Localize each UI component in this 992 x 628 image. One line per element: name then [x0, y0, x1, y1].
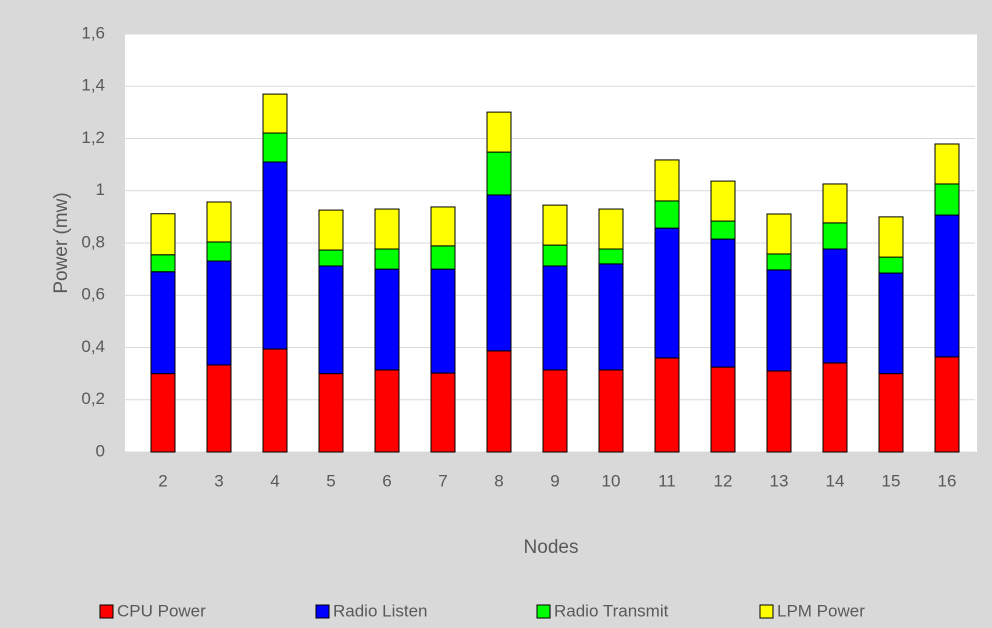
legend-swatch: [759, 604, 774, 619]
y-tick-label: 0: [96, 441, 105, 460]
bar-segment: [430, 372, 456, 453]
x-tick-label: 3: [214, 471, 223, 490]
bar-segment: [430, 268, 456, 374]
bar-segment: [934, 183, 960, 216]
bar-segment: [542, 244, 568, 267]
bar-segment: [374, 369, 400, 453]
y-tick-label: 0,4: [81, 337, 105, 356]
bar-segment: [150, 254, 176, 273]
bar-segment: [822, 248, 848, 364]
bar-segment: [486, 151, 512, 196]
bar-segment: [486, 350, 512, 453]
bar-segment: [934, 143, 960, 185]
bar-segment: [654, 159, 680, 202]
y-tick-label: 0,8: [81, 232, 105, 251]
legend-label: LPM Power: [777, 601, 865, 620]
bar-segment: [654, 200, 680, 229]
legend-label: CPU Power: [117, 601, 206, 620]
bar-segment: [710, 180, 736, 222]
bar-segment: [262, 348, 288, 453]
legend-label: Radio Transmit: [554, 601, 669, 620]
bar-segment: [878, 216, 904, 258]
bar-segment: [318, 249, 344, 267]
x-tick-label: 5: [326, 471, 335, 490]
x-tick-label: 15: [882, 471, 901, 490]
x-tick-label: 9: [550, 471, 559, 490]
x-tick-label: 2: [158, 471, 167, 490]
bar-segment: [598, 369, 624, 453]
bar-segment: [654, 227, 680, 359]
x-tick-label: 12: [714, 471, 733, 490]
bar-segment: [206, 241, 232, 262]
bar-segment: [710, 238, 736, 368]
bar-segment: [318, 265, 344, 375]
bar-segment: [878, 256, 904, 274]
bar-segment: [262, 161, 288, 350]
bar-segment: [878, 272, 904, 375]
x-tick-label: 14: [826, 471, 845, 490]
y-tick-label: 0,6: [81, 285, 105, 304]
x-tick-label: 11: [658, 471, 676, 490]
x-tick-label: 8: [494, 471, 503, 490]
bar-segment: [878, 373, 904, 453]
bar-segment: [486, 194, 512, 352]
y-tick-label: 1,2: [81, 128, 105, 147]
legend-swatch: [99, 604, 114, 619]
bar-segment: [206, 364, 232, 453]
bar-segment: [318, 209, 344, 251]
bar-segment: [934, 214, 960, 358]
x-tick-label: 6: [382, 471, 391, 490]
bar-segment: [710, 366, 736, 453]
bar-segment: [598, 248, 624, 265]
x-tick-label: 7: [438, 471, 447, 490]
bar-segment: [150, 213, 176, 256]
y-tick-label: 1,6: [81, 23, 105, 42]
bar-segment: [766, 213, 792, 255]
bar-segment: [542, 204, 568, 246]
y-axis-label: Power (mw): [51, 192, 72, 293]
bar-segment: [150, 271, 176, 375]
bar-segment: [542, 265, 568, 371]
y-tick-label: 0,2: [81, 389, 105, 408]
bar-segment: [934, 356, 960, 453]
x-tick-label: 13: [770, 471, 789, 490]
bar-segment: [542, 369, 568, 453]
legend-swatch: [315, 604, 330, 619]
legend-label: Radio Listen: [333, 601, 428, 620]
bar-segment: [430, 245, 456, 270]
bar-segment: [822, 183, 848, 224]
bar-segment: [766, 253, 792, 271]
bar-segment: [766, 269, 792, 372]
bar-segment: [262, 132, 288, 163]
bar-segment: [430, 206, 456, 247]
bar-segment: [206, 201, 232, 243]
bar-segment: [150, 373, 176, 453]
y-tick-label: 1: [96, 180, 105, 199]
legend-swatch: [536, 604, 551, 619]
bar-segment: [654, 357, 680, 453]
bar-segment: [822, 222, 848, 250]
bar-segment: [766, 370, 792, 453]
bar-segment: [710, 220, 736, 240]
bar-segment: [318, 373, 344, 453]
bar-segment: [374, 208, 400, 250]
bar-segment: [206, 260, 232, 366]
bar-segment: [486, 111, 512, 153]
bar-segment: [822, 362, 848, 453]
bar-segment: [598, 208, 624, 250]
bar-segment: [262, 93, 288, 134]
bar-segment: [374, 268, 400, 371]
x-tick-label: 10: [602, 471, 621, 490]
x-tick-label: 4: [270, 471, 279, 490]
x-tick-label: 16: [938, 471, 957, 490]
bar-segment: [598, 263, 624, 371]
x-axis-label: Nodes: [524, 537, 579, 558]
bar-segment: [374, 248, 400, 270]
y-tick-label: 1,4: [81, 76, 105, 95]
